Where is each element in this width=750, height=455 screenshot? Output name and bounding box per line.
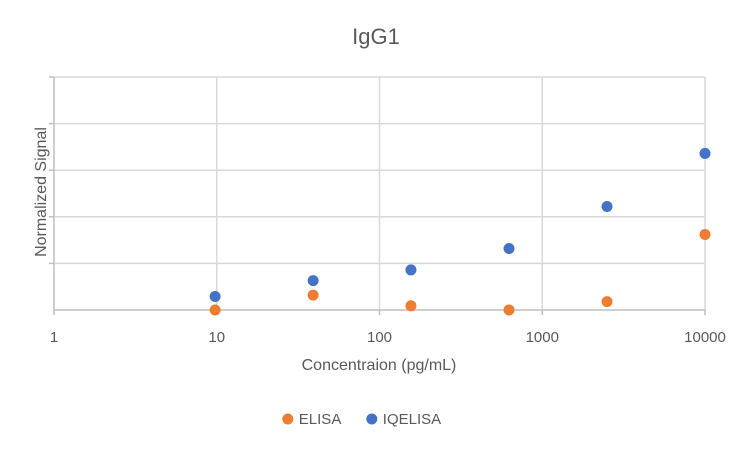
grid-lines bbox=[54, 76, 706, 310]
data-point bbox=[405, 264, 417, 276]
legend: ELISA IQELISA bbox=[282, 411, 441, 428]
data-point bbox=[699, 229, 711, 241]
data-point bbox=[405, 300, 417, 312]
data-point bbox=[209, 290, 221, 302]
legend-marker bbox=[366, 413, 378, 425]
data-point bbox=[699, 147, 711, 159]
data-point bbox=[503, 242, 515, 254]
legend-label: ELISA bbox=[299, 411, 342, 428]
data-point bbox=[601, 201, 613, 213]
data-point bbox=[601, 296, 613, 308]
series-iqelisa bbox=[209, 147, 711, 302]
x-tick-label: 1 bbox=[50, 329, 58, 346]
chart-title: IgG1 bbox=[352, 24, 400, 49]
x-axis-label: Concentraion (pg/mL) bbox=[302, 357, 457, 374]
x-tick-labels: 1 10 100 1000 10000 bbox=[50, 329, 726, 346]
data-point bbox=[503, 304, 515, 316]
data-point bbox=[307, 275, 319, 287]
legend-label: IQELISA bbox=[383, 411, 441, 428]
x-tick-label: 1000 bbox=[526, 329, 559, 346]
series-elisa bbox=[209, 229, 711, 316]
x-tick-label: 100 bbox=[367, 329, 392, 346]
legend-marker bbox=[282, 413, 294, 425]
data-point bbox=[307, 289, 319, 301]
data-point bbox=[209, 304, 221, 316]
y-axis-label: Normalized Signal bbox=[33, 127, 50, 257]
x-tick-label: 10000 bbox=[684, 329, 726, 346]
x-tick-label: 10 bbox=[208, 329, 225, 346]
data-points bbox=[209, 147, 711, 316]
axes bbox=[49, 76, 706, 315]
